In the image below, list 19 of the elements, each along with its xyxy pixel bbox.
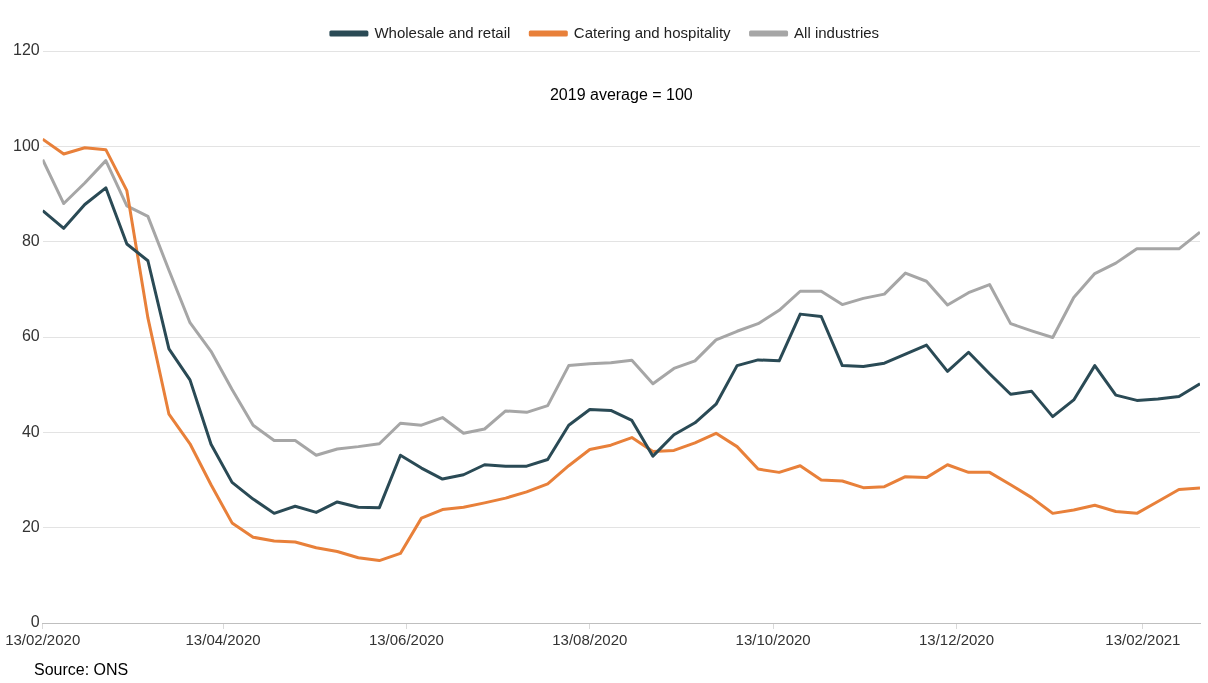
x-tick-label: 13/02/2021: [1105, 631, 1181, 649]
x-tick-label: 13/02/2020: [5, 631, 81, 649]
y-tick-label: 40: [21, 422, 40, 440]
y-tick-label: 120: [12, 41, 40, 59]
annotation: 2019 average = 100: [549, 86, 693, 104]
y-tick-label: 80: [21, 232, 40, 250]
x-tick-label: 13/10/2020: [735, 631, 811, 649]
legend-label: Wholesale and retail: [374, 23, 511, 41]
source-note: Source: ONS: [34, 661, 129, 679]
y-tick-label: 100: [12, 136, 40, 154]
x-tick-label: 13/04/2020: [185, 631, 261, 649]
x-tick-label: 13/12/2020: [918, 631, 995, 649]
legend-label: Catering and hospitality: [573, 23, 732, 41]
y-tick-label: 0: [30, 613, 40, 631]
x-tick-label: 13/08/2020: [552, 631, 628, 649]
y-tick-label: 60: [21, 327, 40, 345]
y-tick-label: 20: [21, 518, 40, 536]
x-tick-label: 13/06/2020: [368, 631, 444, 649]
legend-label: All industries: [794, 23, 880, 41]
